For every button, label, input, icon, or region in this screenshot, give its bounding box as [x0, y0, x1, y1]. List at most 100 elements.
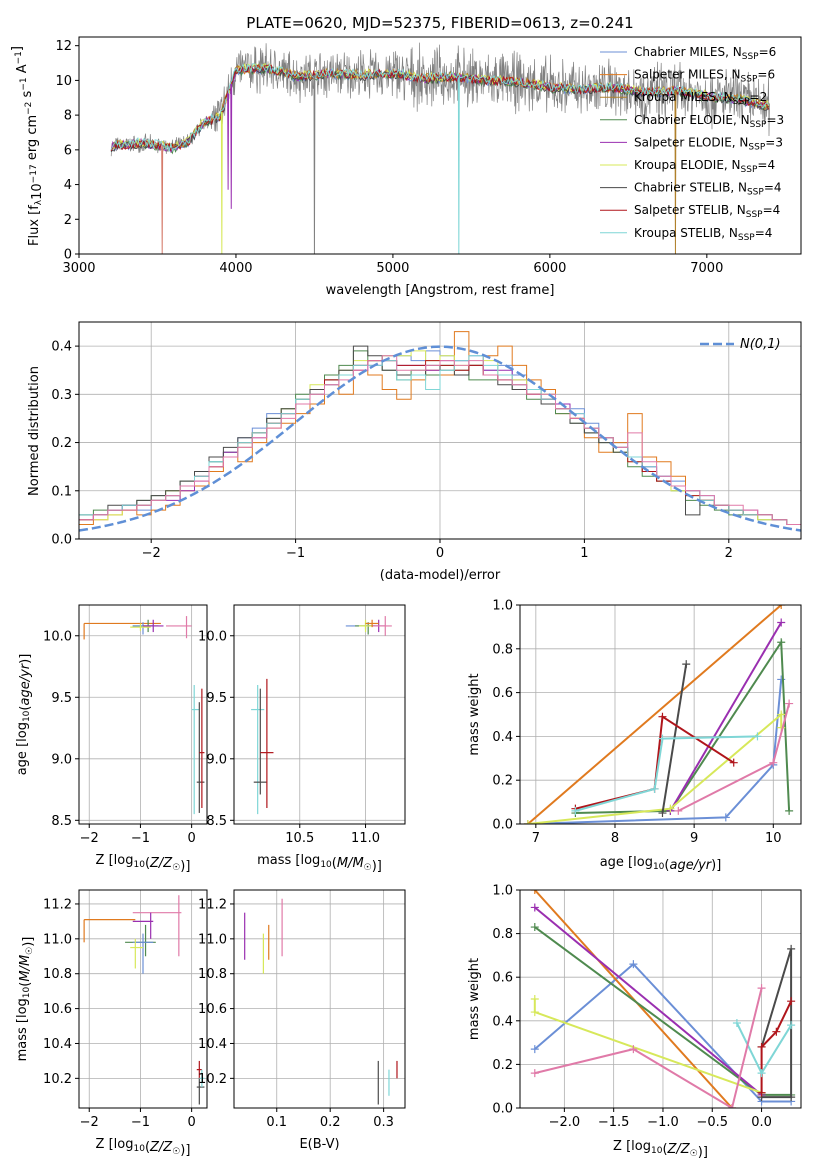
x-axis-label: wavelength [Angstrom, rest frame] — [326, 283, 555, 298]
y-tick-label: 0.4 — [492, 1014, 513, 1029]
weight-marker — [753, 732, 762, 741]
weight-line-1 — [534, 962, 792, 1103]
legend-sub: SSP — [741, 165, 758, 175]
weight-marker — [727, 1104, 736, 1108]
x-tick-label: 11.0 — [351, 831, 380, 846]
label-part: )] — [18, 654, 33, 664]
y-tick-label: 0.0 — [492, 1102, 513, 1117]
x-tick-label: 0 — [187, 831, 195, 846]
weight-marker — [777, 618, 786, 627]
x-tick-label: 5000 — [376, 261, 409, 276]
model-line-8 — [110, 64, 770, 151]
label-part: M/M — [18, 955, 33, 982]
label-part: ☉ — [690, 1149, 698, 1159]
legend-text: =3 — [765, 135, 783, 149]
weight-marker — [629, 960, 638, 969]
y-tick-label: 10.8 — [43, 967, 72, 982]
absorption-dip — [161, 146, 164, 254]
y-tick-label: 10.4 — [43, 1037, 72, 1052]
plot-area — [523, 605, 794, 824]
y-axis-label: mass weight — [467, 958, 482, 1040]
x-tick-label: 10 — [765, 831, 782, 846]
weight-marker — [721, 813, 730, 822]
x-tick-label: 7000 — [690, 261, 723, 276]
y-axis-label: age [log10(age/yr)] — [15, 654, 33, 776]
label-part: ( — [332, 856, 337, 871]
x-tick-label: −0.5 — [696, 1115, 728, 1130]
label-part: 10 — [133, 1144, 145, 1154]
weight-line-4 — [534, 906, 763, 1096]
y-tick-label: 0.6 — [492, 971, 513, 986]
legend-text: Salpeter ELODIE, N — [634, 135, 748, 149]
plot-area — [530, 890, 796, 1108]
absorption-dip — [220, 112, 223, 254]
weight-line-3 — [575, 639, 791, 814]
legend-sub: SSP — [746, 210, 763, 220]
label-part: Z/Z — [149, 1140, 173, 1155]
weight-marker — [650, 784, 659, 793]
y-tick-label: 11.2 — [43, 897, 72, 912]
y-tick-label: 10.6 — [198, 1002, 227, 1017]
weight-marker — [787, 1093, 796, 1102]
label-part: −2 — [24, 102, 34, 115]
legend-text: =4 — [763, 203, 781, 217]
weight-marker — [530, 903, 539, 912]
y-tick-label: 0.0 — [51, 533, 72, 548]
legend-text: =4 — [757, 158, 775, 172]
label-part: λ — [34, 199, 44, 205]
x-tick-label: −1 — [131, 831, 150, 846]
weight-line-9 — [534, 987, 763, 1108]
label-part: Z [log — [96, 1137, 134, 1152]
weight-marker — [777, 605, 786, 609]
label-part: ( — [145, 1140, 150, 1155]
axes-frame — [233, 604, 406, 825]
y-tick-label: 0.2 — [492, 1058, 513, 1073]
label-part: )] — [180, 1143, 190, 1158]
label-part: 10 — [651, 1146, 663, 1156]
legend-sub: SSP — [742, 52, 759, 62]
weight-marker — [530, 995, 539, 1003]
y-tick-label: 10.6 — [43, 1002, 72, 1017]
legend-text: Kroupa ELODIE, N — [634, 158, 741, 172]
label-part: ☉ — [172, 1147, 180, 1157]
weight-marker — [682, 660, 691, 669]
label-part: Flux [f — [27, 205, 42, 246]
label-part: 10 — [653, 862, 665, 872]
legend-sub: SSP — [748, 142, 765, 152]
weight-marker — [757, 1088, 766, 1097]
legend-text: Chabrier STELIB, N — [634, 181, 747, 195]
label-part: 10 — [133, 860, 145, 870]
y-tick-label: 9.0 — [51, 752, 72, 767]
y-tick-label: 8.5 — [206, 814, 227, 829]
x-tick-label: 2 — [725, 546, 733, 561]
axes-frame — [78, 604, 208, 825]
y-tick-label: 10 — [55, 74, 72, 89]
plot-area — [251, 616, 392, 815]
weight-marker — [530, 890, 539, 894]
legend-text: =6 — [757, 68, 775, 82]
y-tick-label: 8 — [64, 109, 72, 124]
weight-marker — [785, 806, 794, 815]
weight-line-1 — [527, 679, 783, 824]
legend-sub: SSP — [750, 120, 767, 130]
plot-area — [83, 895, 205, 1105]
label-part: ☉ — [172, 863, 180, 873]
mass-vs-ebv-plot: 0.1 0.2 0.3 10.2 10.4 10.6 10.8 11.0 11.2 E(B-V) — [198, 889, 406, 1152]
weight-marker — [787, 944, 796, 953]
y-tick-label: 9.5 — [206, 691, 227, 706]
weight-marker — [530, 1069, 539, 1078]
legend-entry: Kroupa MILES, NSSP=2 — [634, 90, 767, 107]
legend-text: Chabrier MILES, N — [634, 45, 742, 59]
label-part: s — [20, 90, 35, 101]
label-part: 10 — [30, 183, 45, 200]
label-part: Z/Z — [149, 856, 173, 871]
label-part: ( — [664, 858, 669, 873]
x-tick-label: −1 — [286, 546, 305, 561]
y-tick-label: 6 — [64, 143, 72, 158]
absorption-dip — [674, 90, 677, 254]
legend-text: Kroupa STELIB, N — [634, 226, 738, 240]
y-tick-label: 2 — [64, 213, 72, 228]
plot-area — [79, 331, 801, 539]
x-tick-label: −1 — [131, 1115, 150, 1130]
